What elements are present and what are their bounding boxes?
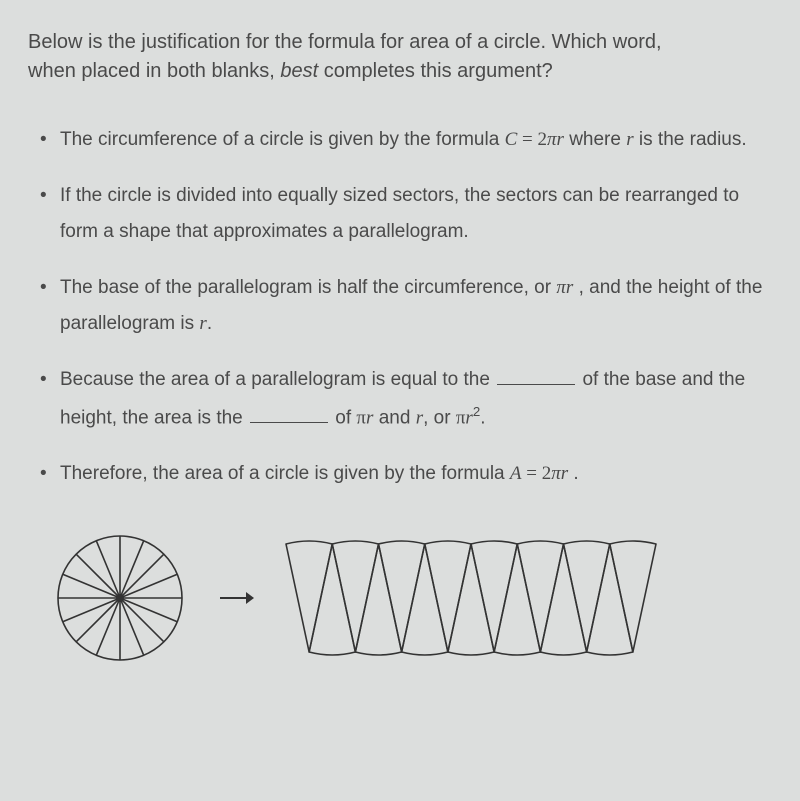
question-line2-italic: best	[280, 60, 318, 82]
blank-2	[250, 407, 328, 423]
bullet-2: If the circle is divided into equally si…	[28, 178, 776, 250]
parallelogram-diagram	[282, 538, 662, 658]
question-line2-post: completes this argument?	[318, 60, 553, 82]
question-line2-pre: when placed in both blanks,	[28, 60, 280, 82]
b4-r2: r	[416, 407, 423, 428]
b3-t3: .	[207, 313, 212, 334]
b3-t1: The base of the parallelogram is half th…	[60, 277, 556, 298]
question-line1: Below is the justification for the formu…	[28, 31, 662, 53]
b2-t1: If the circle is divided into equally si…	[60, 185, 739, 242]
b5-pi: π	[551, 463, 561, 484]
b1-r2: r	[626, 129, 633, 150]
b4-and: and	[373, 407, 415, 428]
b1-t3: is the radius.	[634, 129, 747, 150]
b1-C: C	[505, 129, 518, 150]
bullet-list: The circumference of a circle is given b…	[28, 122, 776, 492]
b5-eq: = 2	[522, 463, 552, 484]
b4-pi2: π	[456, 407, 466, 428]
figures-row	[28, 528, 776, 668]
b1-eq: = 2	[517, 129, 547, 150]
b1-t2: where	[564, 129, 626, 150]
b3-r2: r	[199, 313, 206, 334]
blank-1	[497, 369, 575, 385]
b4-comma: , or	[423, 407, 456, 428]
b5-t1: Therefore, the area of a circle is given…	[60, 463, 510, 484]
b4-pi1: π	[356, 407, 366, 428]
circle-diagram	[50, 528, 190, 668]
b5-t2: .	[568, 463, 579, 484]
b4-r3: r	[465, 407, 472, 428]
b1-r: r	[557, 129, 564, 150]
b1-t1: The circumference of a circle is given b…	[60, 129, 505, 150]
bullet-1: The circumference of a circle is given b…	[28, 122, 776, 158]
b4-t4: .	[480, 407, 485, 428]
arrow-icon	[218, 588, 254, 608]
b4-t3: of	[330, 407, 356, 428]
b4-t1: Because the area of a parallelogram is e…	[60, 369, 495, 390]
bullet-3: The base of the parallelogram is half th…	[28, 270, 776, 342]
b3-pi: π	[556, 277, 566, 298]
b1-pi: π	[547, 129, 557, 150]
b5-A: A	[510, 463, 522, 484]
question-prompt: Below is the justification for the formu…	[28, 28, 776, 86]
bullet-5: Therefore, the area of a circle is given…	[28, 456, 776, 492]
bullet-4: Because the area of a parallelogram is e…	[28, 362, 776, 436]
